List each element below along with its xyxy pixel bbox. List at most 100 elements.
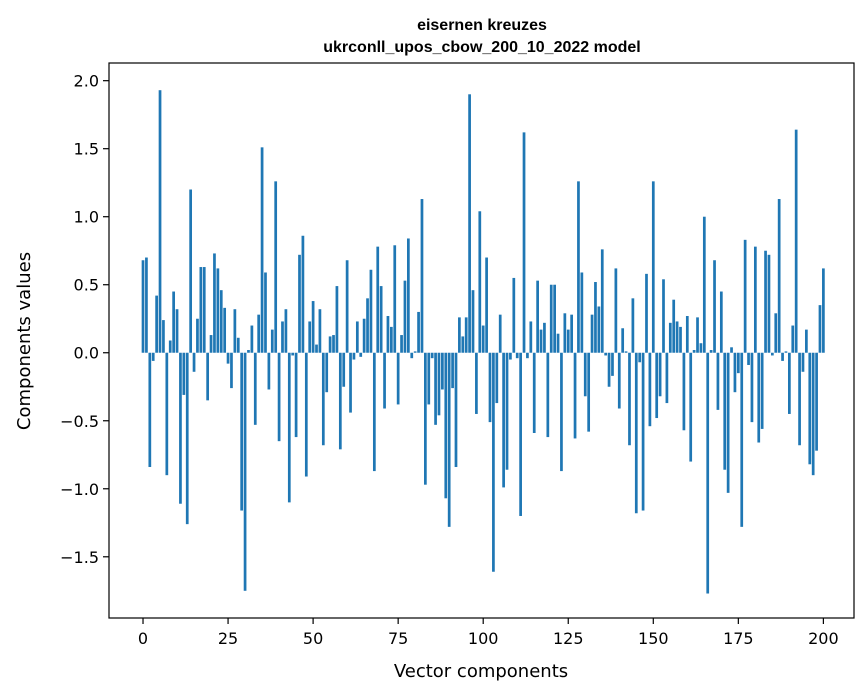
bar-177 (743, 239, 747, 353)
bar-4 (155, 295, 158, 353)
bar-139 (614, 268, 618, 353)
bar-96 (468, 94, 471, 353)
bar-72 (386, 316, 390, 353)
bar-119 (546, 352, 550, 438)
x-tick-label: 75 (388, 629, 408, 648)
bar-78 (407, 238, 410, 353)
bar-198 (815, 352, 818, 451)
bar-194 (801, 352, 805, 372)
bar-179 (750, 352, 754, 423)
bar-182 (760, 352, 764, 429)
bar-197 (811, 352, 815, 476)
bar-49 (308, 321, 312, 353)
bar-46 (298, 254, 301, 353)
bar-196 (808, 352, 812, 465)
x-axis-ticks: 0 25 50 75 100 125 150 175 200 (138, 618, 839, 648)
bar-169 (716, 352, 720, 410)
bar-58 (338, 352, 342, 450)
bar-73 (389, 326, 393, 353)
bar-14 (189, 189, 193, 353)
bar-140 (617, 352, 621, 409)
bar-178 (747, 352, 750, 365)
bar-28 (236, 337, 240, 353)
bar-129 (580, 272, 584, 353)
bar-32 (250, 325, 254, 353)
y-axis-label: Components values (14, 252, 35, 430)
bar-33 (253, 352, 257, 425)
bar-175 (736, 352, 740, 374)
bar-176 (740, 352, 744, 527)
bar-20 (209, 335, 213, 353)
bar-133 (594, 282, 597, 353)
x-tick-label: 25 (218, 629, 238, 648)
bar-191 (791, 325, 795, 353)
bar-152 (658, 352, 662, 397)
bar-56 (332, 335, 335, 353)
plot-frame (108, 62, 855, 619)
bar-86 (434, 352, 437, 425)
bar-34 (257, 314, 261, 353)
bar-113 (526, 352, 529, 359)
bar-167 (709, 350, 713, 353)
bar-99 (478, 211, 482, 353)
bar-94 (461, 336, 465, 353)
bar-38 (270, 329, 274, 353)
bar-77 (403, 280, 407, 353)
bar-55 (328, 336, 332, 353)
bar-125 (566, 329, 570, 353)
bar-102 (488, 352, 492, 423)
x-tick-label: 100 (468, 629, 499, 648)
bar-85 (430, 352, 434, 359)
bars-group (141, 90, 825, 594)
bar-153 (662, 279, 665, 353)
bar-100 (481, 325, 485, 353)
bar-161 (689, 352, 693, 462)
bar-3 (151, 352, 155, 361)
bar-22 (216, 268, 220, 353)
bar-103 (492, 352, 495, 572)
bar-172 (726, 352, 730, 493)
bar-149 (648, 352, 652, 427)
bar-171 (723, 352, 727, 470)
bar-121 (553, 284, 556, 353)
bar-35 (260, 147, 264, 353)
bar-27 (233, 309, 237, 353)
bar-89 (444, 352, 448, 499)
bar-136 (604, 352, 608, 356)
bar-143 (628, 352, 631, 446)
bar-142 (624, 351, 628, 353)
bar-118 (543, 322, 546, 353)
bar-200 (822, 268, 825, 353)
bar-112 (522, 132, 526, 353)
bar-44 (291, 352, 295, 356)
bar-163 (696, 317, 699, 353)
bar-81 (417, 311, 420, 353)
bar-75 (396, 352, 400, 405)
bar-130 (583, 352, 587, 397)
bar-162 (692, 350, 696, 353)
bar-144 (631, 298, 635, 353)
bar-128 (577, 181, 580, 353)
bar-9 (172, 291, 175, 353)
bar-41 (281, 321, 284, 353)
bar-159 (682, 352, 686, 431)
bar-158 (679, 326, 682, 353)
bar-82 (420, 199, 424, 353)
bar-132 (590, 314, 594, 353)
bar-116 (536, 280, 539, 353)
bar-174 (733, 352, 737, 393)
bar-110 (515, 352, 519, 359)
bar-59 (342, 352, 346, 387)
bar-120 (549, 284, 553, 353)
bar-190 (788, 352, 791, 414)
bar-36 (264, 272, 267, 353)
bar-127 (573, 352, 577, 439)
bar-63 (355, 321, 359, 353)
bar-87 (437, 352, 441, 416)
bar-155 (668, 322, 672, 353)
bar-111 (519, 352, 522, 516)
bar-106 (502, 352, 505, 488)
bar-60 (345, 260, 349, 353)
bar-10 (175, 309, 179, 353)
